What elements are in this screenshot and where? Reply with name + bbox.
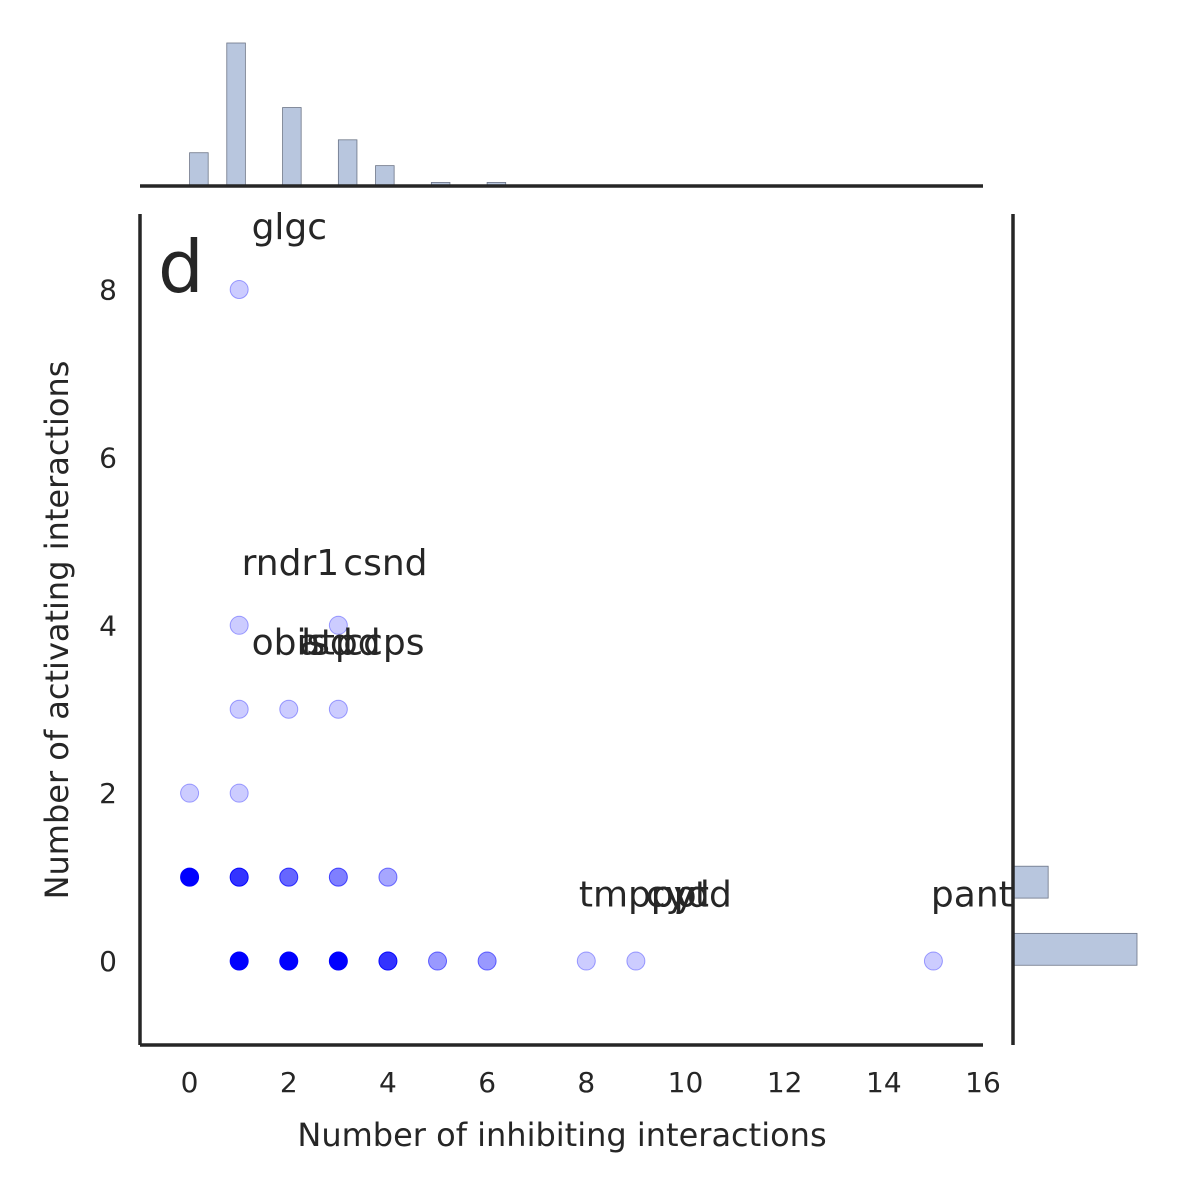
- point-annotation: atpd: [299, 623, 381, 664]
- x-tick-label: 8: [577, 1066, 595, 1099]
- point-annotation: glgc: [252, 207, 328, 248]
- right-histogram-bar: [1013, 932, 1138, 966]
- point-annotation: tmppp: [579, 875, 697, 916]
- scatter-point: [229, 867, 249, 887]
- scatter-point: [378, 867, 398, 887]
- scatter-point: [229, 783, 249, 803]
- point-annotation: rndr1: [242, 543, 340, 584]
- scatter-point: [328, 615, 348, 635]
- x-tick-label: 12: [767, 1066, 803, 1099]
- x-axis-label: Number of inhibiting interactions: [297, 1116, 826, 1154]
- scatter-point: [180, 867, 200, 887]
- scatter-point: [279, 699, 299, 719]
- scatter-point: [229, 280, 249, 300]
- scatter-point: [279, 951, 299, 971]
- scatter-point: [477, 951, 497, 971]
- scatter-points: [180, 280, 943, 971]
- point-annotation: lsd: [301, 623, 353, 664]
- y-tick-label: 0: [99, 945, 117, 978]
- y-axis-label: Number of activating interactions: [38, 361, 76, 900]
- y-tick-label: 4: [99, 609, 117, 642]
- scatter-point: [229, 699, 249, 719]
- right-marginal-histogram: [1013, 865, 1138, 966]
- point-annotation: obis: [252, 623, 326, 664]
- scatter-point: [328, 867, 348, 887]
- scatter-point: [229, 615, 249, 635]
- top-marginal-histogram: [189, 42, 507, 186]
- x-tick-label: 16: [965, 1066, 1001, 1099]
- point-annotation: pytd: [651, 875, 732, 916]
- top-histogram-bar: [337, 139, 358, 186]
- point-annotation: pant: [931, 875, 1013, 916]
- top-histogram-bar: [226, 42, 246, 186]
- panel-label: d: [158, 225, 204, 309]
- point-annotation: ccps: [343, 623, 424, 664]
- scatter-point: [378, 951, 398, 971]
- x-tick-label: 10: [668, 1066, 704, 1099]
- y-tick-label: 6: [99, 441, 117, 474]
- right-histogram-bar: [1013, 865, 1049, 899]
- point-annotation: cyd: [646, 875, 710, 916]
- scatter-point: [626, 951, 646, 971]
- scatter-point: [328, 699, 348, 719]
- x-tick-label: 4: [379, 1066, 397, 1099]
- scatter-point: [576, 951, 596, 971]
- scatter-point: [279, 867, 299, 887]
- x-tick-label: 6: [478, 1066, 496, 1099]
- x-tick-label: 2: [280, 1066, 298, 1099]
- axis-spines: [138, 184, 1015, 1047]
- x-axis-ticks: 0 2 4 6 8 10 12 14 16: [181, 1066, 1001, 1099]
- scatter-point: [328, 951, 348, 971]
- top-histogram-bar: [189, 152, 209, 186]
- scatter-point: [923, 951, 943, 971]
- y-tick-label: 2: [99, 777, 117, 810]
- top-histogram-bar: [375, 165, 395, 186]
- top-histogram-bar: [282, 107, 302, 186]
- y-tick-label: 8: [99, 274, 117, 307]
- scatter-point: [229, 951, 249, 971]
- y-axis-ticks: 0 2 4 6 8: [99, 274, 117, 979]
- scatter-point: [428, 951, 448, 971]
- scatter-point: [180, 783, 200, 803]
- x-tick-label: 0: [181, 1066, 199, 1099]
- point-annotation: csnd: [343, 543, 427, 584]
- x-tick-label: 14: [866, 1066, 902, 1099]
